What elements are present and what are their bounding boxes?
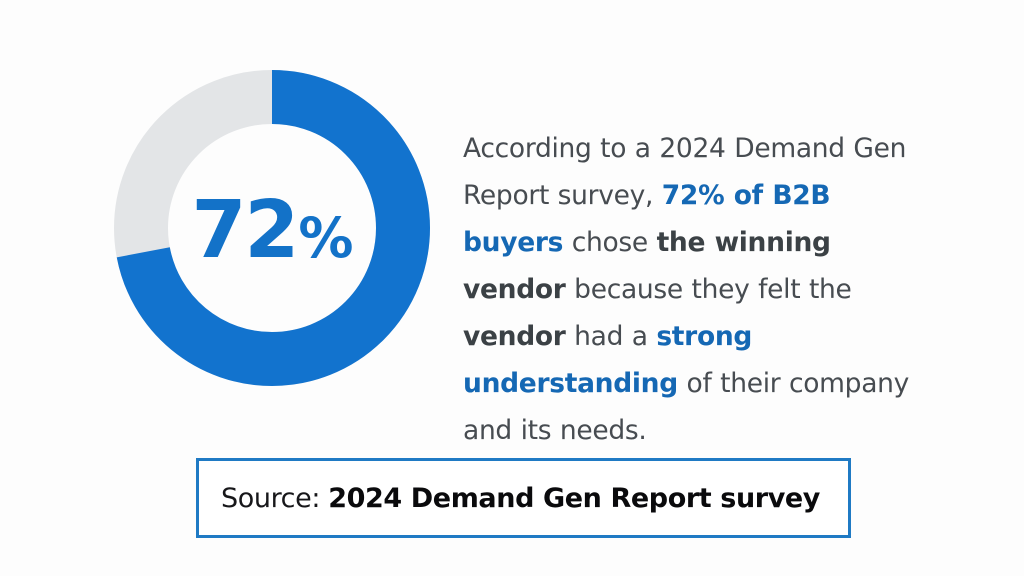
statement-run-outro: of their company and its needs. [463, 367, 910, 446]
statement-paragraph: According to a 2024 Demand Gen Report su… [463, 125, 933, 454]
statement-run-vendor: vendor [463, 320, 566, 352]
source-value: 2024 Demand Gen Report survey [328, 482, 821, 514]
donut-chart-svg [114, 70, 430, 386]
statement-run-winning-vendor: the winning vendor [463, 226, 831, 305]
statement-run-because: because they felt the [565, 273, 852, 305]
statement-run-strong-understanding: strong understanding [463, 320, 753, 399]
source-box: Source: 2024 Demand Gen Report survey [196, 458, 851, 538]
source-text: Source: 2024 Demand Gen Report survey [199, 483, 820, 514]
source-label: Source: [221, 482, 329, 514]
statement-run-had-a: had a [565, 320, 657, 352]
donut-chart: 72% [114, 70, 430, 386]
donut-value-segment [114, 70, 430, 386]
statement-run-chose: chose [563, 226, 657, 258]
statement-run-intro: According to a 2024 Demand Gen Report su… [463, 132, 907, 211]
statement-run-stat: 72% of B2B buyers [463, 179, 831, 258]
